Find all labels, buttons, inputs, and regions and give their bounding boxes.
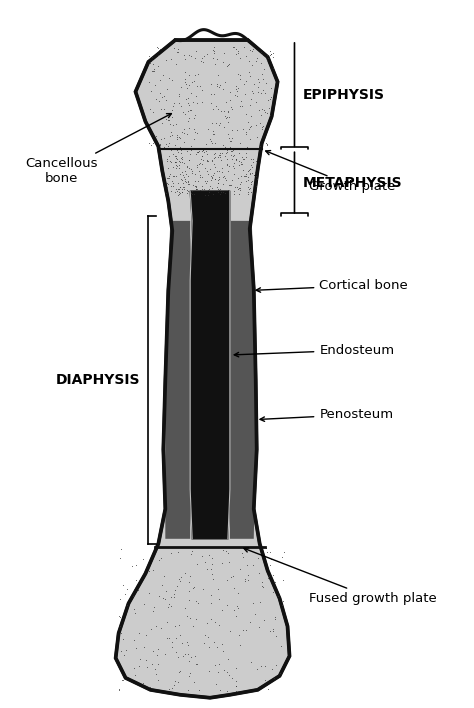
Text: METAPHYSIS: METAPHYSIS [302, 176, 402, 190]
Text: Fused growth plate: Fused growth plate [244, 548, 437, 605]
Polygon shape [230, 221, 256, 539]
Text: Cortical bone: Cortical bone [256, 279, 408, 292]
Text: Penosteum: Penosteum [260, 408, 393, 421]
Polygon shape [190, 191, 230, 539]
Text: DIAPHYSIS: DIAPHYSIS [56, 373, 140, 387]
Text: EPIPHYSIS: EPIPHYSIS [302, 88, 384, 102]
Polygon shape [116, 40, 290, 698]
Polygon shape [165, 221, 190, 539]
Text: Cancellous
bone: Cancellous bone [25, 113, 172, 185]
Text: Growth plate: Growth plate [266, 151, 396, 193]
Text: Endosteum: Endosteum [234, 343, 394, 357]
